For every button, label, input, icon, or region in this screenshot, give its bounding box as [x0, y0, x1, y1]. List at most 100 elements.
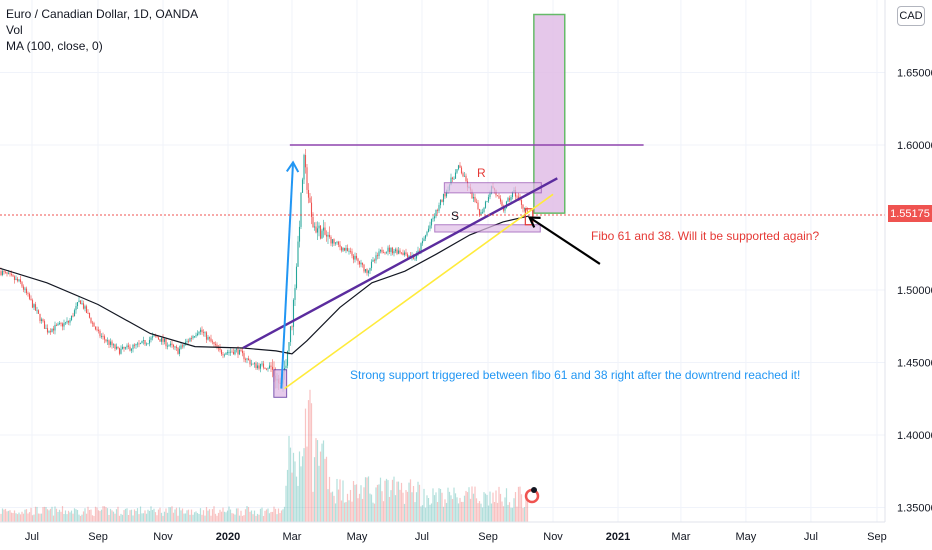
volume-bar [477, 503, 479, 522]
volume-bar [382, 501, 385, 522]
volume-bar [154, 512, 157, 522]
resistance-zone[interactable] [443, 182, 542, 194]
candle-body [357, 258, 359, 262]
fib-trendline[interactable] [284, 193, 554, 390]
volume-bar [90, 509, 92, 522]
volume-bar [102, 506, 104, 522]
candle-body [328, 234, 331, 237]
volume-bar [166, 512, 169, 522]
candle-body [216, 344, 218, 348]
candle-body [169, 343, 172, 346]
support-zone[interactable] [434, 224, 541, 233]
candle-body [355, 255, 358, 259]
volume-bar [268, 513, 271, 522]
volume-bar [316, 440, 319, 522]
volume-legend[interactable]: Vol [6, 23, 23, 37]
volume-bar [66, 514, 68, 522]
candle-body [457, 165, 460, 170]
volume-bar [294, 461, 296, 522]
candle-body [316, 228, 319, 233]
candle-body [321, 230, 323, 239]
volume-bar [511, 507, 514, 522]
volume-bar [3, 509, 5, 522]
candle-body [315, 226, 317, 233]
black-arrow[interactable] [528, 216, 601, 265]
volume-bar [192, 514, 194, 522]
volume-bar [345, 502, 347, 522]
candle-body [96, 329, 98, 331]
candle-body [420, 243, 422, 252]
candle-body [79, 300, 82, 304]
candle-body [331, 239, 334, 244]
volume-bar [97, 510, 100, 522]
volume-bar [114, 513, 116, 522]
candle-body [211, 341, 214, 343]
volume-bar [334, 503, 337, 522]
ma-legend[interactable]: MA (100, close, 0) [6, 39, 103, 53]
volume-bar [177, 515, 179, 522]
low-box[interactable] [273, 369, 288, 398]
blue-arrow[interactable] [280, 162, 295, 389]
volume-bar [181, 508, 184, 522]
volume-bar [165, 508, 167, 522]
candle-body [120, 348, 122, 354]
candle-body [133, 344, 136, 346]
target-box[interactable] [533, 13, 566, 214]
volume-bar [73, 508, 76, 522]
candle-body [69, 319, 71, 323]
volume-bar [16, 514, 19, 522]
candle-body [222, 354, 224, 356]
time-tick-label: Nov [543, 531, 563, 543]
candle-body [187, 340, 190, 342]
candle-body [382, 252, 385, 254]
volume-bar [18, 512, 20, 522]
candle-body [139, 343, 142, 344]
volume-bar [205, 507, 208, 522]
candle-body [313, 226, 316, 228]
candle-body [192, 336, 194, 339]
candle-body [363, 264, 365, 272]
candle-body [144, 340, 146, 345]
price-tick-label: 1.60000 [897, 140, 932, 152]
currency-button[interactable]: CAD [897, 6, 925, 26]
price-axis[interactable]: 1.65000 1.60000 1.50000 1.45000 1.40000 1.350… [884, 0, 932, 522]
time-axis[interactable]: Jul Sep Nov 2020 Mar May Jul Sep Nov 2021 Mar May Ju… [0, 521, 887, 543]
time-tick-label: Mar [671, 531, 690, 543]
volume-bar [168, 507, 170, 522]
volume-bar [99, 511, 101, 522]
volume-bar [493, 501, 496, 522]
candle-body [259, 363, 262, 369]
volume-bar [127, 514, 130, 522]
volume-bar [396, 481, 398, 522]
volume-bar [517, 486, 520, 522]
volume-bar [364, 477, 367, 522]
ascending-trendline[interactable] [242, 177, 558, 350]
volume-bar [510, 507, 512, 522]
candle-body [415, 253, 418, 259]
volume-bar [484, 493, 487, 522]
volume-bar [351, 501, 353, 522]
logo-dot [531, 487, 537, 493]
volume-bar [28, 512, 31, 522]
drawing-tools[interactable] [242, 13, 644, 398]
volume-bar [525, 499, 527, 522]
candle-body [148, 339, 151, 344]
volume-bar [103, 506, 106, 522]
candle-body [64, 322, 67, 324]
volume-bar [357, 498, 359, 522]
volume-bar [520, 494, 523, 522]
support-note: Strong support triggered between fibo 61… [350, 368, 801, 382]
volume-bar [321, 443, 323, 522]
candle-body [486, 201, 488, 203]
candle-body [205, 332, 208, 340]
volume-bar [429, 504, 431, 522]
volume-bar [366, 477, 368, 522]
volume-bar [442, 506, 445, 522]
symbol-title[interactable]: Euro / Canadian Dollar, 1D, OANDA [6, 7, 199, 21]
volume-bar [453, 487, 455, 522]
candle-body [295, 266, 298, 289]
volume-bar [150, 506, 152, 522]
volume-bar [1, 508, 4, 522]
volume-bar [118, 515, 121, 522]
